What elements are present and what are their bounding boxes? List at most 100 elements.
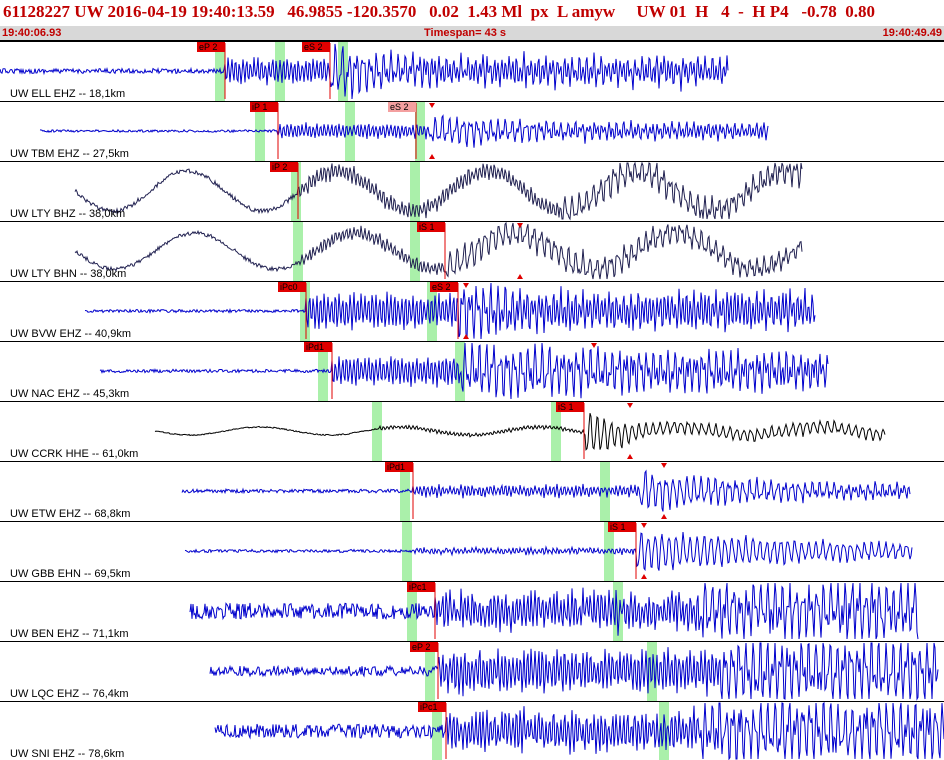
trace-panel[interactable]: iPc1 UW BEN EHZ -- 71,1km bbox=[0, 581, 944, 642]
phase-window bbox=[215, 42, 225, 101]
phase-window bbox=[345, 102, 355, 161]
pick-flag bbox=[278, 282, 306, 292]
peak-marker-up bbox=[517, 274, 523, 279]
station-label: UW BEN EHZ -- 71,1km bbox=[10, 628, 129, 640]
trace-panel[interactable]: iPd1 UW NAC EHZ -- 45,3km bbox=[0, 341, 944, 402]
trace-panel[interactable]: iP 2 UW LTY BHZ -- 38,0km bbox=[0, 161, 944, 222]
station-label: UW NAC EHZ -- 45,3km bbox=[10, 388, 129, 400]
pick-flag bbox=[250, 102, 278, 112]
waveform-trace[interactable] bbox=[74, 161, 803, 221]
phase-window bbox=[613, 582, 623, 641]
phase-window bbox=[427, 282, 437, 341]
pick-flag bbox=[388, 102, 416, 112]
phase-window bbox=[415, 102, 425, 161]
phase-pick[interactable]: eS 2 bbox=[388, 102, 417, 159]
waveform-trace[interactable] bbox=[184, 531, 913, 572]
phase-pick[interactable]: iS 1 bbox=[608, 522, 637, 579]
pick-flag bbox=[270, 162, 298, 172]
pick-label: iPd1 bbox=[306, 342, 324, 352]
peak-marker-down bbox=[517, 223, 523, 228]
phase-pick[interactable]: eS 2 bbox=[430, 282, 459, 339]
trace-panel[interactable]: iP 1 eS 2 UW TBM EHZ -- 27,5km bbox=[0, 101, 944, 162]
pick-label: iPd1 bbox=[387, 462, 405, 472]
trace-panel[interactable]: iPd1 UW ETW EHZ -- 68,8km bbox=[0, 461, 944, 522]
trace-panel[interactable]: iS 1 UW GBB EHN -- 69,5km bbox=[0, 521, 944, 582]
phase-pick[interactable]: eP 2 bbox=[197, 42, 226, 99]
waveform-trace[interactable] bbox=[39, 114, 769, 148]
peak-marker-down bbox=[627, 403, 633, 408]
peak-marker-up bbox=[463, 334, 469, 339]
peak-marker-down bbox=[661, 463, 667, 468]
waveform-trace[interactable] bbox=[189, 582, 919, 640]
pick-label: iPc1 bbox=[420, 702, 438, 712]
waveform-trace[interactable] bbox=[99, 342, 829, 400]
phase-pick[interactable]: iS 1 bbox=[556, 402, 585, 459]
pick-flag bbox=[302, 42, 330, 52]
pick-label: eS 2 bbox=[432, 282, 451, 292]
trace-panel[interactable]: iPc1 UW SNI EHZ -- 78,6km bbox=[0, 701, 944, 760]
waveform-trace[interactable] bbox=[209, 642, 939, 701]
pick-label: eP 2 bbox=[412, 642, 430, 652]
phase-window bbox=[338, 42, 348, 101]
station-label: UW ETW EHZ -- 68,8km bbox=[10, 508, 130, 520]
pick-flag bbox=[410, 642, 438, 652]
pick-flag bbox=[304, 342, 332, 352]
waveform-trace[interactable] bbox=[74, 221, 803, 280]
phase-window bbox=[410, 222, 420, 281]
pick-flag bbox=[418, 702, 446, 712]
phase-pick[interactable]: iS 1 bbox=[417, 222, 446, 279]
station-label: UW TBM EHZ -- 27,5km bbox=[10, 148, 129, 160]
trace-panel[interactable]: iS 1 UW LTY BHN -- 38,0km bbox=[0, 221, 944, 282]
trace-panel[interactable]: iS 1 UW CCRK HHE -- 61,0km bbox=[0, 401, 944, 462]
phase-window bbox=[600, 462, 610, 521]
pick-flag bbox=[430, 282, 458, 292]
peak-marker-down bbox=[591, 343, 597, 348]
phase-window bbox=[407, 582, 417, 641]
waveform-trace[interactable] bbox=[154, 413, 886, 451]
pick-label: iPc1 bbox=[409, 582, 427, 592]
peak-marker-down bbox=[429, 103, 435, 108]
phase-pick[interactable]: eS 2 bbox=[302, 42, 331, 99]
phase-window bbox=[604, 522, 614, 581]
peak-marker-up bbox=[641, 574, 647, 579]
peak-marker-up bbox=[429, 154, 435, 159]
end-time: 19:40:49.49 bbox=[882, 27, 942, 39]
phase-pick[interactable]: iPd1 bbox=[304, 342, 333, 399]
phase-pick[interactable]: iPc1 bbox=[418, 702, 447, 759]
phase-window bbox=[410, 162, 420, 221]
phase-window bbox=[275, 42, 285, 101]
phase-pick[interactable]: iPc0 bbox=[278, 282, 307, 339]
phase-window bbox=[551, 402, 561, 461]
phase-window bbox=[293, 222, 303, 281]
peak-marker-down bbox=[641, 523, 647, 528]
pick-flag bbox=[197, 42, 225, 52]
pick-label: iP 2 bbox=[272, 162, 287, 172]
event-summary: 61128227 UW 2016-04-19 19:40:13.59 46.98… bbox=[3, 2, 876, 21]
phase-pick[interactable]: iPd1 bbox=[385, 462, 414, 519]
start-time: 19:40:06.93 bbox=[2, 27, 62, 39]
waveform-trace[interactable] bbox=[214, 701, 944, 760]
pick-label: eP 2 bbox=[199, 42, 217, 52]
trace-panel[interactable]: eP 2 UW LQC EHZ -- 76,4km bbox=[0, 641, 944, 702]
seismogram-panel[interactable]: eP 2 eS 2 UW ELL EHZ -- 18,1km iP 1 eS 2 UW T… bbox=[0, 41, 944, 760]
waveform-trace[interactable] bbox=[84, 282, 816, 340]
peak-marker-up bbox=[627, 454, 633, 459]
pick-flag bbox=[608, 522, 636, 532]
station-label: UW CCRK HHE -- 61,0km bbox=[10, 448, 138, 460]
station-label: UW BVW EHZ -- 40,9km bbox=[10, 328, 131, 340]
pick-flag bbox=[407, 582, 435, 592]
phase-pick[interactable]: iP 2 bbox=[270, 162, 299, 219]
phase-pick[interactable]: eP 2 bbox=[410, 642, 439, 699]
phase-pick[interactable]: iP 1 bbox=[250, 102, 279, 159]
waveform-trace[interactable] bbox=[0, 43, 729, 100]
trace-panel[interactable]: eP 2 eS 2 UW ELL EHZ -- 18,1km bbox=[0, 41, 944, 102]
station-label: UW LTY BHZ -- 38,0km bbox=[10, 208, 125, 220]
station-label: UW ELL EHZ -- 18,1km bbox=[10, 88, 125, 100]
phase-pick[interactable]: iPc1 bbox=[407, 582, 436, 639]
waveform-trace[interactable] bbox=[181, 469, 911, 512]
phase-window bbox=[255, 102, 265, 161]
pick-label: eS 2 bbox=[390, 102, 409, 112]
timespan-readout: Timespan= 43 s bbox=[424, 27, 507, 39]
station-label: UW SNI EHZ -- 78,6km bbox=[10, 748, 124, 760]
trace-panel[interactable]: iPc0 eS 2 UW BVW EHZ -- 40,9km bbox=[0, 281, 944, 342]
